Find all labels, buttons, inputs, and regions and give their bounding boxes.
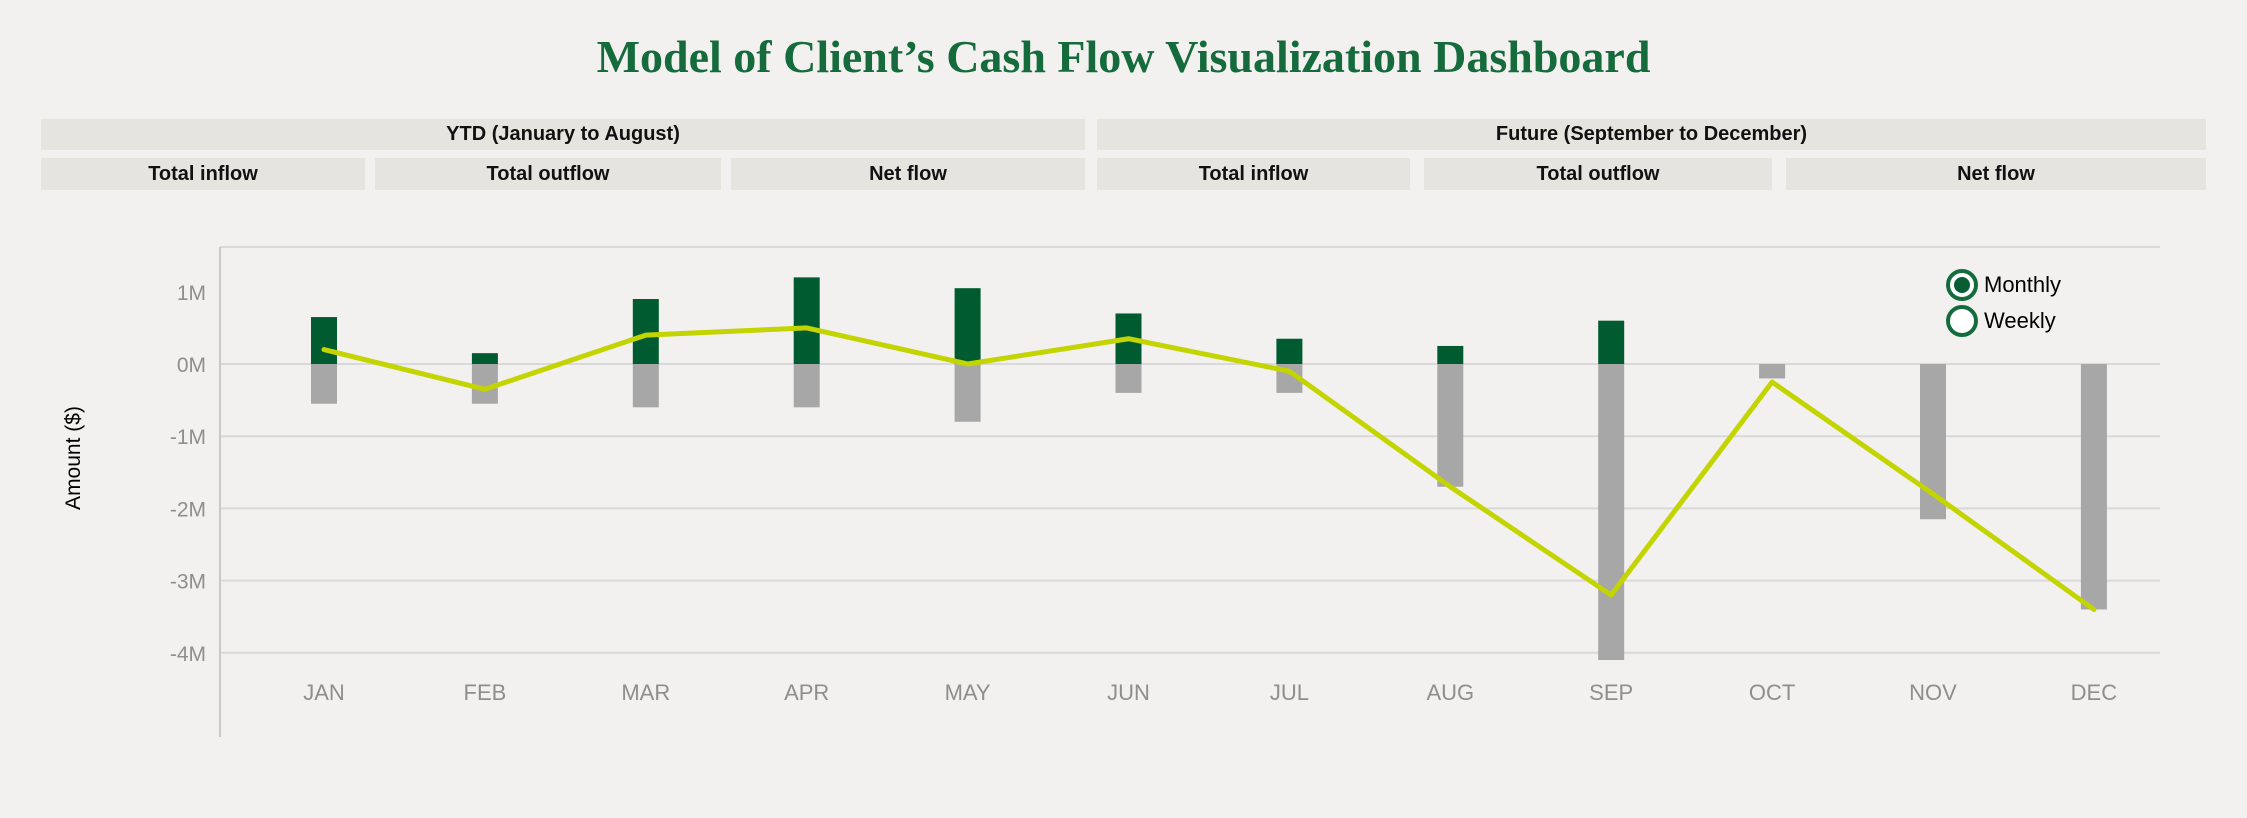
y-tick-label: 1M: [177, 282, 206, 305]
header-future-label: Future (September to December): [1495, 123, 1808, 145]
bar-outflow-oct: [1759, 364, 1786, 379]
header-ytd-total-outflow-label: Total outflow: [486, 162, 610, 185]
bar-outflow-mar: [632, 364, 659, 408]
legend-option-weekly[interactable]: Weekly: [1946, 305, 2061, 337]
header-ytd-total-inflow: Total inflow: [41, 158, 365, 190]
bar-inflow-aug: [1437, 345, 1464, 364]
bar-outflow-apr: [793, 364, 820, 408]
x-tick-label-apr: APR: [784, 680, 829, 705]
bar-outflow-aug: [1437, 364, 1464, 487]
header-ytd-net-flow-label: Net flow: [869, 162, 947, 185]
header-ytd-total-inflow-label: Total inflow: [148, 162, 258, 185]
header-future-total-inflow: Total inflow: [1097, 158, 1410, 190]
bar-inflow-may: [954, 288, 981, 364]
y-tick-label: -2M: [170, 498, 206, 521]
y-axis-title: Amount ($): [62, 406, 85, 510]
header-future-net-flow: Net flow: [1786, 158, 2206, 190]
header-future-net-flow-label: Net flow: [1957, 162, 2035, 185]
net-flow-line: [321, 325, 2097, 612]
y-tick-label: 0M: [177, 354, 206, 377]
bar-inflow-jan: [311, 317, 337, 364]
legend-option-monthly[interactable]: Monthly: [1946, 269, 2061, 301]
y-tick-label: -3M: [170, 571, 206, 594]
radio-weekly-unselected-icon[interactable]: [1946, 305, 1978, 337]
x-tick-label-nov: NOV: [1909, 680, 1957, 705]
header-future-total-outflow-label: Total outflow: [1536, 162, 1660, 185]
y-tick-label: -4M: [170, 643, 206, 666]
header-ytd-net-flow: Net flow: [731, 158, 1085, 190]
bar-inflow-apr: [793, 277, 820, 364]
header-ytd-total-outflow: Total outflow: [375, 158, 721, 190]
bar-inflow-feb: [471, 353, 498, 364]
bar-outflow-dec: [2080, 364, 2107, 610]
x-tick-label-jan: JAN: [303, 680, 345, 705]
x-tick-label-dec: DEC: [2071, 680, 2118, 705]
bar-inflow-jul: [1276, 338, 1303, 364]
bar-outflow-may: [954, 364, 981, 422]
x-tick-label-sep: SEP: [1589, 680, 1633, 705]
bar-inflow-mar: [632, 299, 659, 364]
bar-inflow-sep: [1598, 320, 1625, 364]
legend-monthly-label: Monthly: [1984, 272, 2062, 297]
x-tick-label-aug: AUG: [1426, 680, 1474, 705]
page-title: Model of Client’s Cash Flow Visualizatio…: [596, 31, 1651, 82]
header-future: Future (September to December): [1097, 119, 2206, 150]
x-tick-label-mar: MAR: [621, 680, 670, 705]
bar-outflow-jan: [311, 364, 337, 404]
header-ytd: YTD (January to August): [41, 119, 1085, 150]
radio-monthly-selected-icon[interactable]: [1946, 269, 1978, 301]
x-tick-label-feb: FEB: [464, 680, 507, 705]
header-future-total-inflow-label: Total inflow: [1198, 162, 1309, 185]
x-tick-label-jun: JUN: [1107, 680, 1150, 705]
x-tick-label-oct: OCT: [1749, 680, 1795, 705]
x-tick-label-may: MAY: [945, 680, 991, 705]
y-tick-label: -1M: [170, 426, 206, 449]
bar-outflow-jun: [1115, 364, 1142, 393]
header-future-total-outflow: Total outflow: [1424, 158, 1772, 190]
header-ytd-label: YTD (January to August): [446, 123, 680, 145]
chart-legend: Monthly Weekly: [1946, 269, 2061, 341]
legend-weekly-label: Weekly: [1984, 308, 2056, 333]
bar-outflow-sep: [1598, 364, 1625, 661]
x-tick-label-jul: JUL: [1270, 680, 1309, 705]
